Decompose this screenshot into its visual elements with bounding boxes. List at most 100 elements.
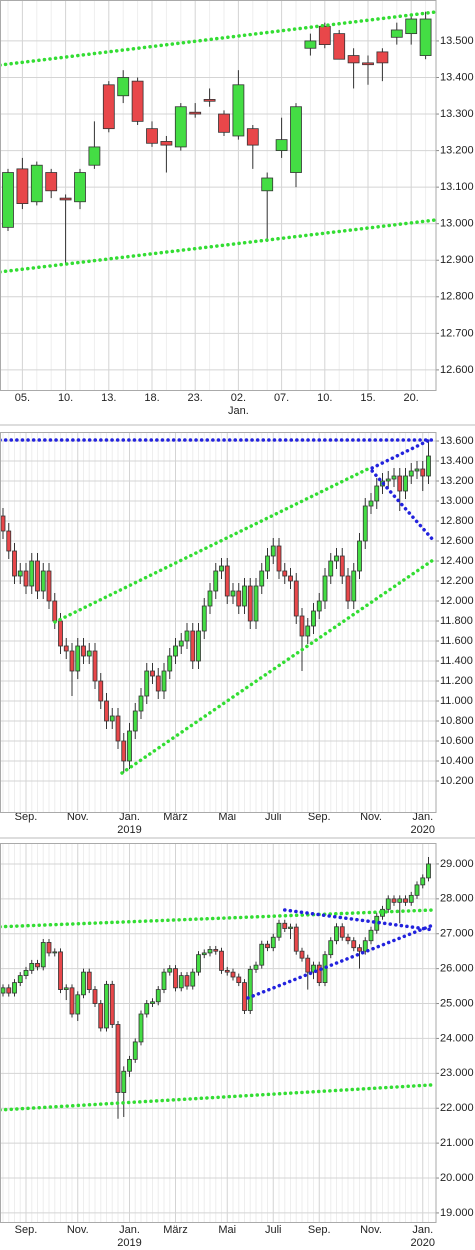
candle-body (282, 570, 288, 577)
candle-body (339, 926, 345, 938)
y-tick-label: 13.500 (440, 35, 474, 47)
candle-body (397, 898, 403, 903)
candle-body (270, 936, 276, 949)
candle-body (6, 530, 12, 552)
candle-body (276, 545, 282, 572)
candle-body (117, 77, 130, 97)
candle-body (178, 640, 184, 647)
candle-body (63, 987, 69, 990)
candle-body (92, 989, 98, 1004)
candle-body (184, 975, 190, 987)
x-tick-label: Nov. (360, 1224, 382, 1236)
candle-body (242, 585, 247, 607)
x-tick-label: Sep. (15, 1224, 38, 1236)
plot (0, 0, 436, 390)
candle-body (347, 55, 360, 64)
candle-body (351, 570, 357, 602)
candle-body (334, 926, 339, 942)
candle-body (207, 590, 213, 607)
x-tick-label: 07. (274, 392, 289, 404)
y-tick-label: 13.400 (440, 455, 474, 467)
candle-body (334, 555, 339, 562)
candle-body (52, 951, 58, 954)
candle-body (29, 560, 35, 587)
trendline (370, 469, 435, 542)
candle-body (23, 570, 29, 587)
candle-body (414, 884, 420, 896)
candle-body (146, 128, 158, 144)
candle-body (311, 610, 316, 627)
trendline (283, 908, 435, 932)
candle-body (30, 164, 43, 203)
y-tick-label: 13.200 (440, 144, 474, 156)
candle-body (46, 570, 52, 602)
candle-body (362, 62, 374, 66)
candle-body (290, 106, 302, 173)
x-tick-label: Mai (218, 811, 236, 823)
candle-body (316, 600, 322, 612)
candle-body (242, 982, 247, 1011)
candle-body (270, 545, 276, 557)
x-tick-label: Nov. (360, 811, 382, 823)
candle-body (115, 1024, 121, 1093)
plot-border (0, 0, 437, 391)
candle-body (403, 898, 408, 903)
plot-border (0, 432, 437, 813)
candle-body (17, 570, 23, 577)
candle-body (403, 475, 408, 492)
candle-body (69, 650, 75, 672)
y-tick-label: 13.400 (440, 71, 474, 83)
x-tick-sublabel: 2019 (117, 1237, 141, 1249)
y-tick-label: 13.600 (440, 435, 474, 447)
candle-body (318, 25, 331, 45)
candle-body (345, 575, 351, 602)
candle-body (357, 540, 362, 572)
y-tick-label: 10.600 (440, 735, 474, 747)
x-tick-label: 02. (231, 392, 246, 404)
candle-body (408, 894, 414, 903)
y-tick-label: 12.800 (440, 515, 474, 527)
candle-body (16, 168, 29, 204)
candle-body (46, 942, 52, 954)
candle-body (173, 645, 178, 657)
candle-body (328, 940, 334, 956)
candle-body (224, 969, 230, 973)
candle-body (414, 468, 420, 472)
candle-body (189, 111, 202, 115)
candle-body (58, 951, 63, 990)
candle-body (102, 84, 115, 130)
y-tick-label: 22.000 (440, 1102, 474, 1114)
candle-body (23, 969, 29, 977)
candle-body (357, 947, 362, 952)
y-tick-label: 12.400 (440, 555, 474, 567)
candle-body (293, 580, 299, 617)
y-tick-label: 13.000 (440, 218, 474, 230)
candle-body (160, 141, 173, 146)
candle-body (288, 926, 293, 929)
candle-body (305, 957, 311, 973)
candle-body (351, 940, 357, 949)
candle-body (59, 197, 72, 201)
x-tick-label: 23. (188, 392, 203, 404)
x-tick-label: 18. (144, 392, 159, 404)
candle-body (316, 964, 322, 983)
candle-body (88, 146, 101, 166)
candle-body (196, 954, 201, 973)
candle-body (45, 172, 58, 192)
candle-body (174, 106, 187, 148)
y-tick-label: 25.000 (440, 997, 474, 1009)
candle-body (246, 128, 259, 146)
x-tick-label: Sep. (15, 811, 38, 823)
candle-body (109, 983, 115, 1025)
candle-body (253, 585, 259, 622)
candle-body (121, 740, 127, 762)
candle-body (190, 630, 196, 662)
candle-body (190, 971, 196, 987)
candle-body (35, 560, 40, 592)
y-tick-label: 11.600 (440, 635, 473, 647)
candle-body (362, 505, 368, 542)
candle-body (345, 936, 351, 942)
candle-body (236, 590, 242, 607)
x-tick-label: März (163, 1224, 187, 1236)
